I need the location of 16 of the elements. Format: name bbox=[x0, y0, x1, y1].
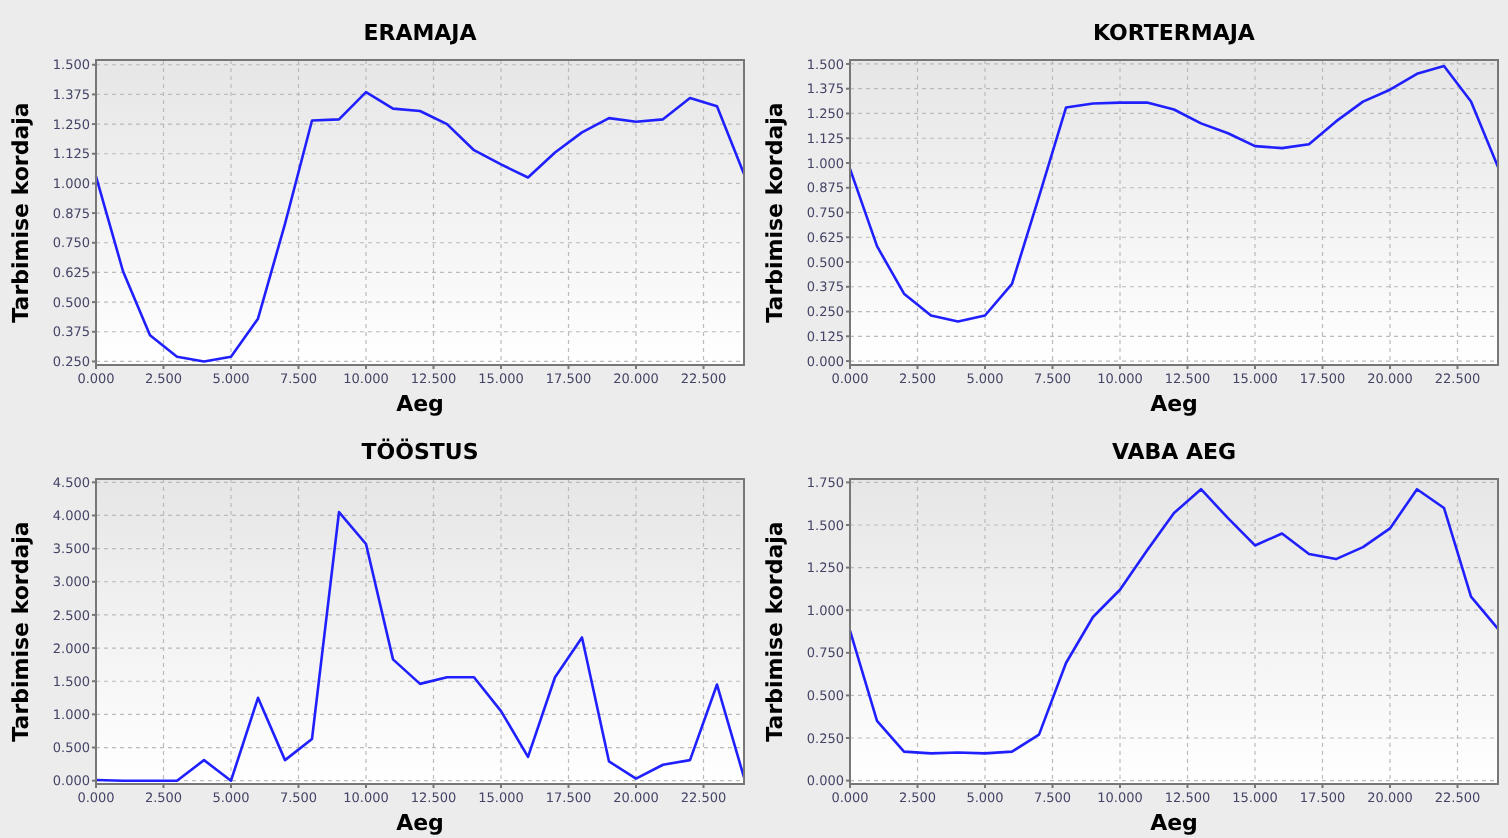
chart-title: TÖÖSTUS bbox=[361, 437, 479, 465]
y-axis-title: Tarbimise kordaja bbox=[8, 102, 34, 323]
y-axis-title: Tarbimise kordaja bbox=[762, 521, 788, 742]
y-axis-title: Tarbimise kordaja bbox=[8, 521, 34, 742]
line-series bbox=[94, 510, 746, 782]
chart-title: KORTERMAJA bbox=[1093, 20, 1256, 46]
x-axis-title: Aeg bbox=[396, 391, 444, 417]
x-axis-title: Aeg bbox=[1150, 391, 1198, 417]
line-series bbox=[848, 487, 1500, 755]
y-axis-title: Tarbimise kordaja bbox=[762, 102, 788, 323]
x-axis-title: Aeg bbox=[396, 810, 444, 836]
chart-title: ERAMAJA bbox=[363, 20, 478, 46]
line-series bbox=[94, 90, 746, 363]
chart-title: VABA AEG bbox=[1111, 439, 1237, 465]
line-series bbox=[848, 64, 1500, 323]
x-axis-title: Aeg bbox=[1150, 810, 1198, 836]
